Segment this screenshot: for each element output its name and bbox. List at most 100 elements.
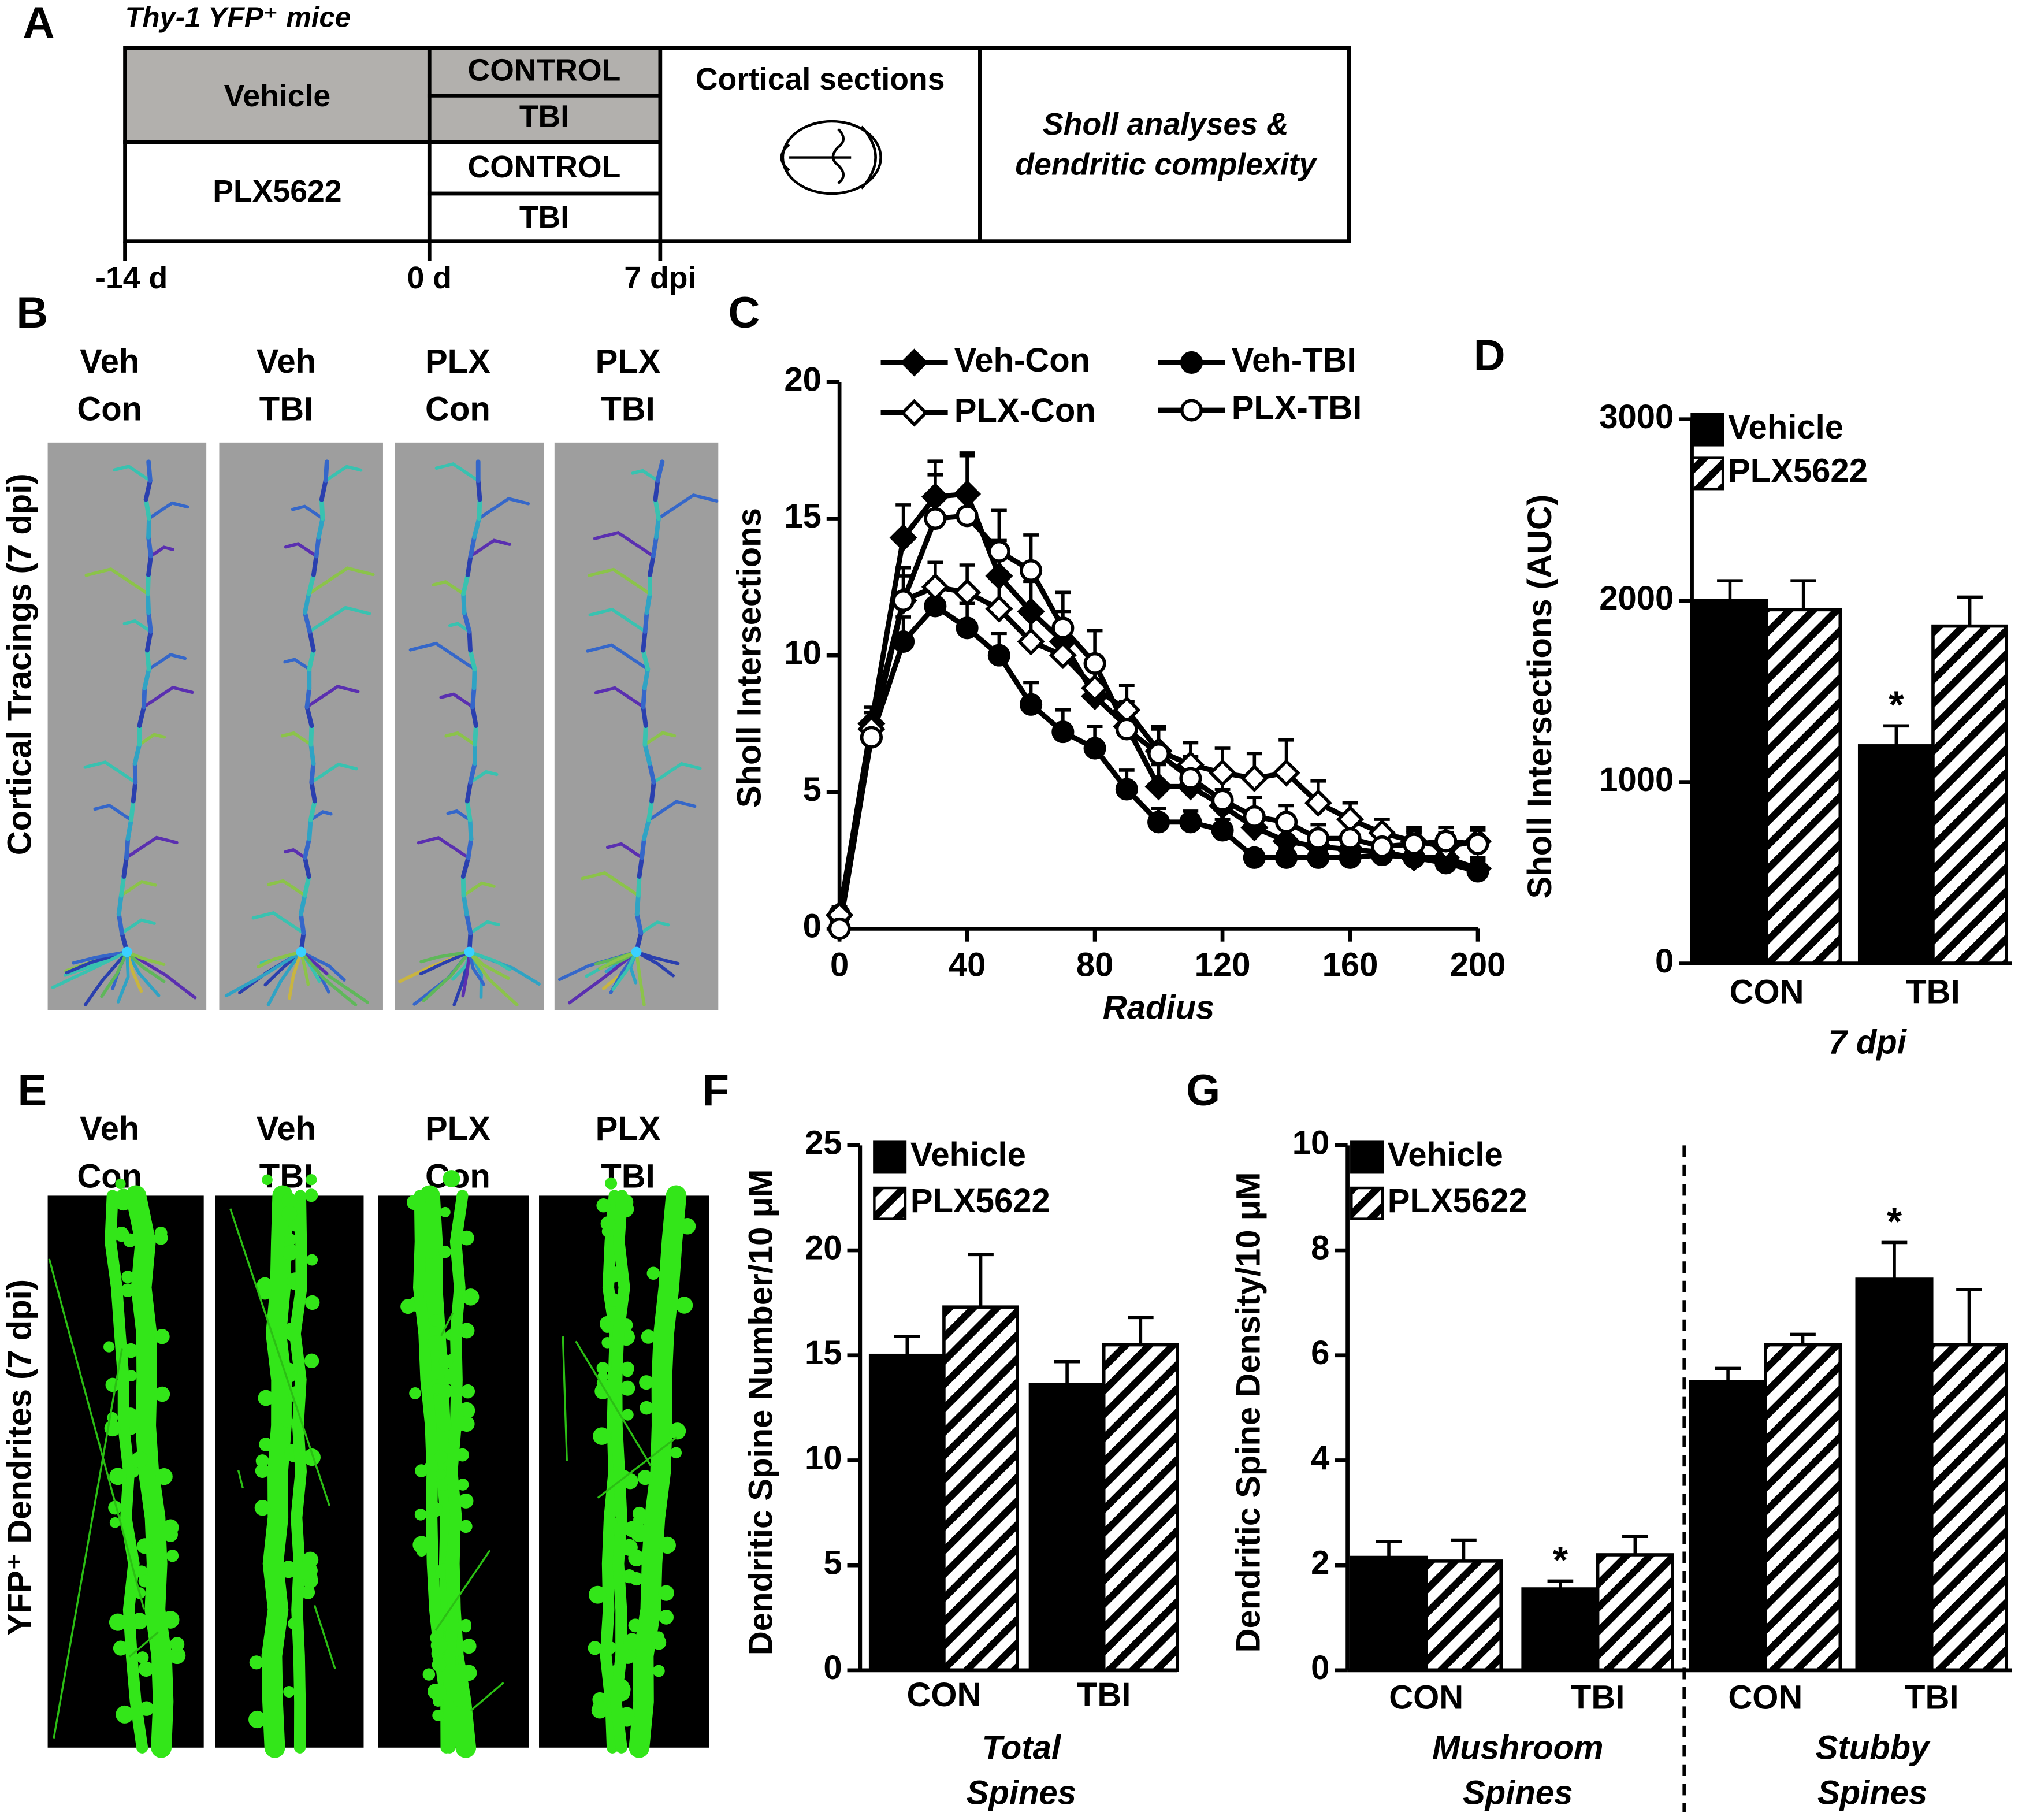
basal-dendrite	[257, 950, 303, 969]
branch	[147, 501, 189, 520]
marker	[1081, 674, 1109, 702]
spine	[166, 1550, 179, 1562]
basal-dendrite	[116, 950, 130, 1004]
y-axis-label: Dendritic Spine Number/10 μM	[742, 1169, 780, 1655]
basal-dendrite	[125, 950, 161, 997]
thin-process	[440, 1312, 454, 1336]
marker	[1403, 833, 1426, 856]
panel-letter: G	[1186, 1066, 1220, 1115]
spine	[459, 1416, 475, 1432]
neuron-tracing	[398, 459, 541, 1006]
thin-process	[229, 1208, 331, 1507]
arm-cell	[427, 46, 663, 98]
legend-marker	[900, 348, 928, 377]
error-bar	[1622, 1535, 1648, 1555]
dendrite	[302, 874, 311, 898]
x-tick-label: TBI	[1571, 1679, 1625, 1717]
spine	[438, 1245, 451, 1258]
dendrite	[468, 534, 477, 559]
spine	[284, 1233, 296, 1246]
x-tick-label: 120	[1195, 946, 1251, 984]
dendrite	[309, 761, 316, 785]
basal-dendrite	[125, 950, 166, 983]
legend-swatch	[873, 1186, 907, 1220]
dendrite	[311, 554, 319, 577]
bar	[942, 1305, 1019, 1672]
basal-dendrite	[51, 950, 129, 989]
spine	[138, 1574, 151, 1588]
branch	[587, 567, 652, 596]
dendrite	[461, 893, 469, 917]
thin-process	[128, 1631, 159, 1658]
column-header: Veh	[257, 343, 316, 380]
spine	[426, 1248, 437, 1259]
branch	[477, 497, 530, 520]
spine	[139, 1701, 154, 1716]
spine	[283, 1685, 295, 1698]
neuron-tracing	[557, 459, 719, 1006]
dendrite	[634, 912, 644, 935]
branch	[605, 842, 644, 860]
error-bar	[1790, 579, 1816, 610]
spine	[103, 1341, 115, 1353]
panel-y-label: YFP⁺ Dendrites (7 dpi)	[1, 1279, 38, 1636]
spine	[259, 1438, 273, 1451]
x-tick-label: 200	[1450, 946, 1506, 984]
panel-y-label: Cortical Tracings (7 dpi)	[1, 473, 38, 855]
bar	[1102, 1343, 1179, 1672]
marker	[953, 578, 982, 607]
dendrite	[653, 478, 660, 502]
branch	[469, 770, 499, 784]
branch	[439, 692, 474, 709]
spine	[437, 1417, 452, 1432]
x-tick-label: TBI	[1906, 974, 1960, 1011]
spine	[659, 1610, 674, 1625]
spine	[108, 1500, 122, 1515]
dendrite	[323, 459, 329, 483]
brain-icon	[780, 120, 882, 195]
marker	[1049, 641, 1077, 670]
bar	[1765, 608, 1842, 965]
dendrite	[462, 610, 472, 634]
bar	[868, 1353, 946, 1672]
neuron-tracing	[224, 459, 375, 1006]
spine	[257, 1277, 273, 1294]
y-tick-label: 25	[805, 1124, 842, 1162]
branch	[283, 658, 311, 671]
spine	[601, 1321, 614, 1333]
dendrite	[464, 780, 473, 804]
basal-dendrite	[467, 950, 485, 986]
spine	[262, 1174, 273, 1186]
thin-process	[470, 1681, 504, 1712]
group-label: Spines	[1463, 1774, 1573, 1812]
column-header: TBI	[259, 391, 313, 428]
x-tick-label: CON	[1728, 1679, 1802, 1717]
y-axis-label: Sholl Intersections (AUC)	[1521, 495, 1559, 898]
spine	[622, 1569, 637, 1584]
arm-label: TBI	[519, 200, 569, 235]
branch	[448, 622, 471, 633]
step-label: Cortical sections	[696, 62, 945, 96]
dendrite	[307, 629, 316, 653]
spine	[281, 1415, 293, 1428]
dendrite	[651, 534, 659, 559]
x-tick-label: CON	[906, 1676, 981, 1714]
spine	[415, 1464, 428, 1477]
dendrite	[146, 459, 153, 483]
dendrite	[118, 874, 127, 898]
dendrite	[641, 629, 648, 653]
error-bar	[1790, 1332, 1816, 1345]
spine	[460, 1384, 475, 1399]
group-label: PLX5622	[213, 174, 341, 209]
dendrite-shaft	[261, 1185, 293, 1758]
thin-process	[434, 1550, 491, 1631]
marker	[1339, 827, 1362, 850]
basal-dendrite	[422, 950, 471, 1002]
spine	[136, 1538, 153, 1554]
spine	[116, 1705, 134, 1724]
column-header: Veh	[80, 1110, 139, 1147]
branch	[593, 530, 655, 558]
dendrite	[143, 497, 152, 521]
marker	[828, 917, 851, 940]
spine	[632, 1506, 646, 1521]
